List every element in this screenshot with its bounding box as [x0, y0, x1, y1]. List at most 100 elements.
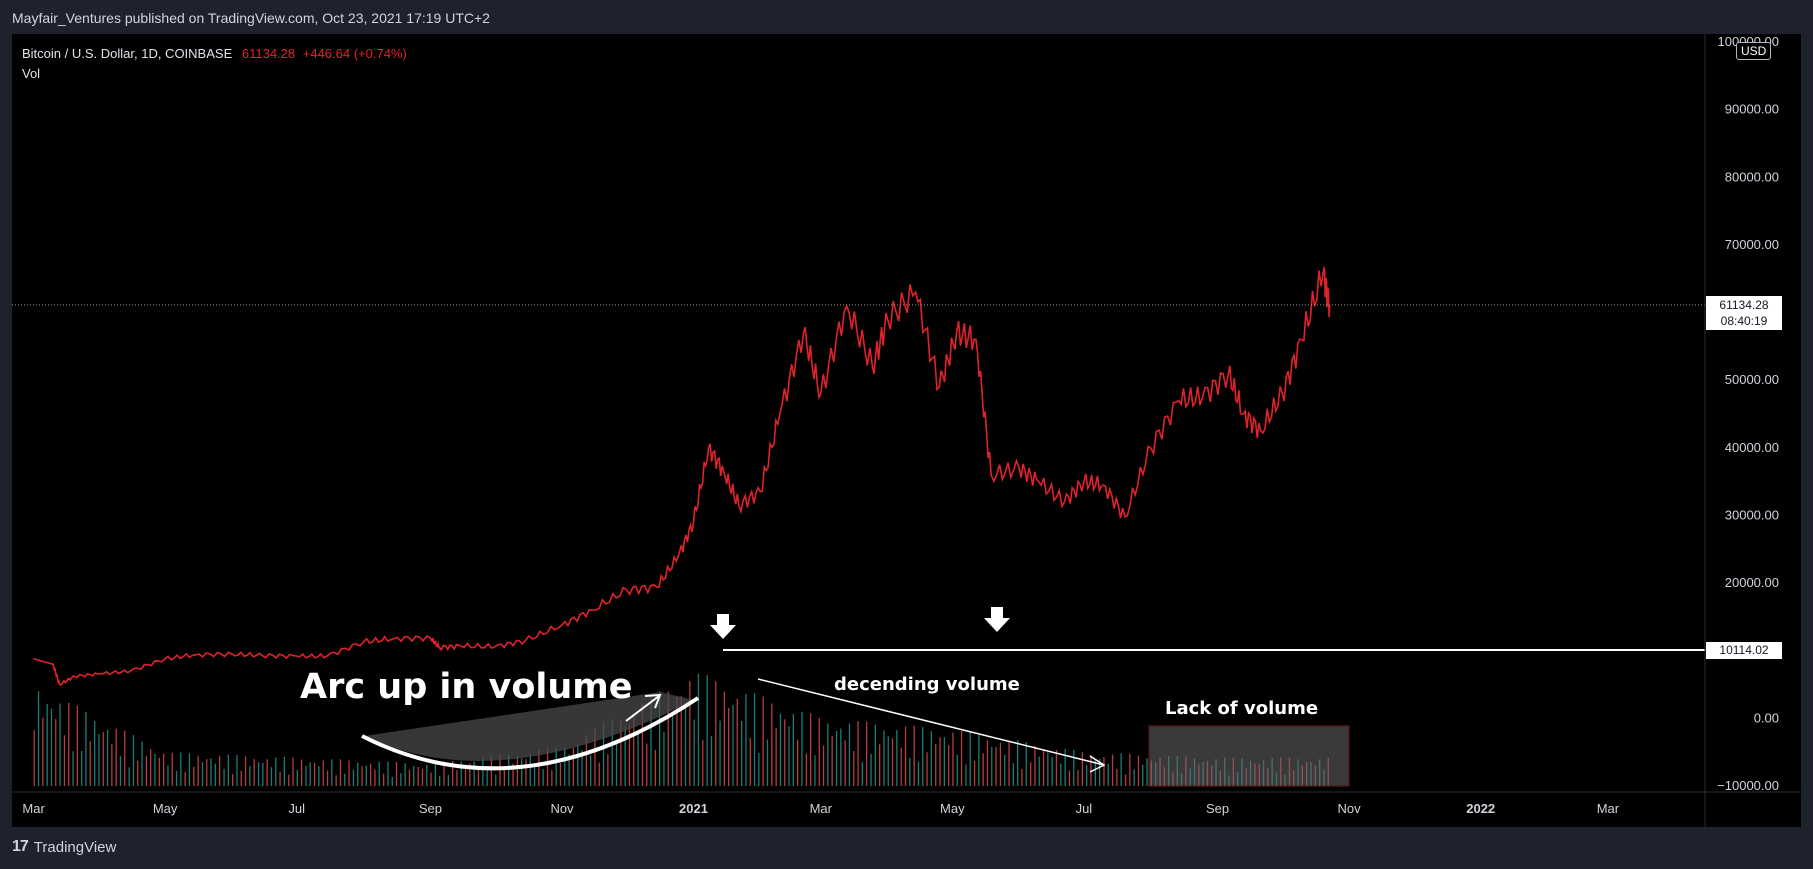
volume-bar [1017, 740, 1019, 786]
volume-bar [137, 760, 139, 786]
volume-bar [128, 767, 130, 786]
publish-info: Mayfair_Ventures published on TradingVie… [12, 10, 490, 26]
footer: 17 TradingView [12, 838, 116, 856]
descending-volume-line [757, 678, 1105, 766]
volume-bar [1099, 758, 1101, 786]
annotation-shapes [361, 607, 1350, 787]
volume-bar [1051, 756, 1053, 786]
vol-legend[interactable]: Vol [22, 66, 41, 81]
volume-bar [818, 718, 820, 786]
volume-bar [150, 749, 152, 786]
volume-bar [840, 728, 842, 786]
volume-bar [141, 741, 143, 786]
volume-bar [503, 769, 505, 786]
currency-label[interactable]: USD [1736, 42, 1772, 60]
volume-bar [456, 770, 458, 786]
volume-bar [844, 740, 846, 786]
volume-bar [486, 770, 488, 786]
annotation-lack: Lack of volume [1165, 698, 1318, 719]
volume-bar [607, 754, 609, 786]
volume-bar [1025, 742, 1027, 786]
arc-arrow [625, 695, 660, 722]
volume-bar [158, 757, 160, 786]
volume-bar [76, 705, 78, 786]
volume-bar [1004, 754, 1006, 786]
volume-bar [1055, 749, 1058, 786]
volume-bar [132, 735, 135, 786]
volume-bar [822, 745, 825, 786]
volume-bar [469, 763, 471, 786]
volume-bar [59, 703, 61, 786]
bar-countdown: 08:40:19 [1720, 314, 1768, 328]
volume-bar [676, 696, 678, 786]
volume-bar [935, 743, 937, 786]
volume-bar [395, 761, 398, 786]
volume-bar [188, 753, 191, 786]
volume-bar [1077, 770, 1079, 786]
volume-bar [926, 752, 928, 786]
volume-bar [301, 759, 303, 786]
volume-bar [943, 737, 945, 786]
volume-bar [434, 763, 436, 786]
volume-bar [292, 757, 294, 786]
volume-bar [68, 702, 70, 786]
volume-bars [33, 673, 1329, 786]
volume-bar [909, 757, 911, 786]
volume-bar [490, 755, 493, 786]
volume-bar [413, 765, 415, 786]
volume-bar [85, 712, 87, 786]
volume-bar [896, 730, 898, 786]
volume-bar [904, 726, 907, 786]
volume-bar [680, 696, 682, 786]
volume-bar [697, 673, 700, 786]
volume-bar [378, 762, 380, 786]
volume-bar [473, 761, 475, 786]
volume-bar [521, 758, 523, 786]
tradingview-logo-icon[interactable]: 17 [12, 838, 29, 855]
volume-bar [581, 750, 583, 786]
volume-bar [624, 726, 626, 786]
volume-bar [37, 691, 40, 786]
volume-bar [1034, 745, 1036, 786]
volume-bar [805, 753, 807, 786]
volume-bar [240, 770, 242, 786]
volume-bar [628, 724, 631, 786]
volume-bar [939, 737, 941, 786]
volume-bar [1073, 749, 1075, 786]
y-tick-label: −10000.00 [1717, 778, 1779, 793]
volume-bar [322, 760, 324, 786]
volume-bar [788, 726, 790, 786]
volume-bar [684, 706, 687, 786]
volume-bar [335, 775, 337, 786]
volume-bar [309, 762, 311, 786]
volume-bar [831, 736, 833, 786]
volume-bar [430, 772, 432, 786]
volume-bar [167, 765, 169, 786]
volume-bar [650, 695, 652, 786]
chart-panel[interactable] [12, 34, 1801, 827]
volume-bar [206, 759, 208, 786]
symbol-title[interactable]: Bitcoin / U.S. Dollar, 1D, COINBASE [22, 46, 233, 61]
volume-bar [124, 730, 126, 786]
volume-bar [814, 755, 816, 786]
volume-bar [870, 753, 872, 786]
brand-name[interactable]: TradingView [33, 838, 117, 856]
volume-bar [529, 753, 531, 786]
volume-bar [370, 763, 372, 786]
volume-bar [1116, 769, 1118, 786]
volume-bar [779, 713, 782, 786]
volume-bar [719, 720, 721, 786]
annotation-descending: decending volume [834, 674, 1020, 695]
last-value: 61134.28 [241, 46, 296, 61]
volume-bar [55, 719, 57, 786]
y-tick-label: 50000.00 [1725, 372, 1779, 387]
volume-bar [891, 738, 894, 786]
volume-bar [853, 751, 855, 786]
volume-bar [400, 773, 402, 786]
y-tick-label: 40000.00 [1725, 440, 1779, 455]
volume-bar [577, 744, 579, 786]
volume-bar [555, 747, 557, 786]
volume-bar [973, 760, 976, 786]
volume-bar [810, 713, 812, 786]
